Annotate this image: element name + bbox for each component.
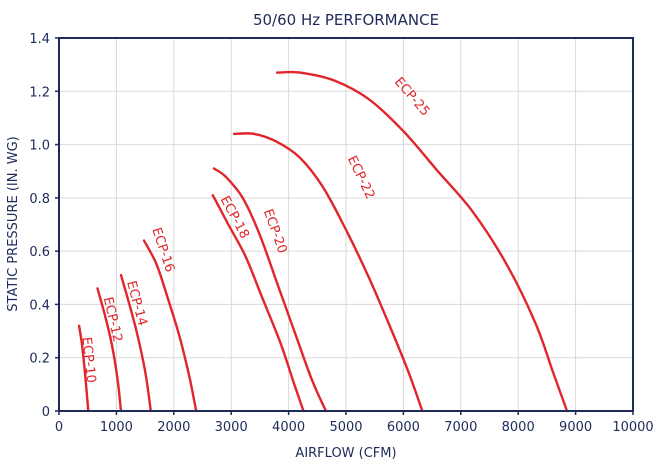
x-tick-label: 7000 — [444, 420, 477, 435]
curves — [77, 70, 569, 413]
x-tick-label: 6000 — [387, 420, 420, 435]
series-label-ecp-14: ECP-14 — [123, 279, 149, 327]
series-label-ecp-10: ECP-10 — [78, 336, 98, 383]
x-tick-label: 4000 — [272, 420, 305, 435]
curve-ecp-10 — [77, 324, 90, 413]
curve-ecp-20 — [212, 167, 328, 413]
y-tick-label: 0.2 — [29, 352, 50, 367]
y-tick-label: 1.0 — [29, 139, 50, 154]
x-tick-label: 5000 — [329, 420, 362, 435]
series-label-ecp-22: ECP-22 — [344, 154, 377, 202]
curve-ecp-16 — [142, 239, 198, 413]
x-axis-title: AIRFLOW (CFM) — [295, 446, 396, 461]
chart-title: 50/60 Hz PERFORMANCE — [253, 11, 439, 29]
x-tick-label: 1000 — [100, 420, 133, 435]
y-tick-label: 0.6 — [29, 245, 50, 260]
series-label-ecp-12: ECP-12 — [100, 295, 125, 343]
y-tick-label: 1.4 — [29, 32, 50, 47]
y-axis-title: STATIC PRESSURE (IN. WG) — [6, 136, 21, 311]
curve-ecp-25 — [275, 70, 569, 413]
x-tick-label: 8000 — [502, 420, 535, 435]
y-tick-label: 0 — [42, 405, 50, 420]
curve-ecp-18 — [211, 194, 305, 413]
x-tick-label: 10000 — [612, 420, 653, 435]
x-tick-label: 3000 — [215, 420, 248, 435]
x-tick-label: 0 — [55, 420, 63, 435]
curve-ecp-12 — [96, 287, 123, 413]
series-label-ecp-25: ECP-25 — [391, 75, 432, 120]
x-tick-label: 2000 — [157, 420, 190, 435]
y-tick-label: 0.4 — [29, 298, 50, 313]
y-axis-ticks: 0 0.2 0.4 0.6 0.8 1.0 1.2 1.4 — [29, 32, 59, 420]
y-tick-label: 0.8 — [29, 192, 50, 207]
curve-ecp-22 — [232, 132, 424, 413]
x-tick-label: 9000 — [559, 420, 592, 435]
curve-ecp-14 — [119, 273, 152, 413]
x-axis-ticks: 0 1000 2000 3000 4000 5000 6000 7000 8000 9000 100… — [55, 411, 654, 435]
y-tick-label: 1.2 — [29, 85, 50, 100]
series-label-ecp-16: ECP-16 — [148, 226, 177, 274]
